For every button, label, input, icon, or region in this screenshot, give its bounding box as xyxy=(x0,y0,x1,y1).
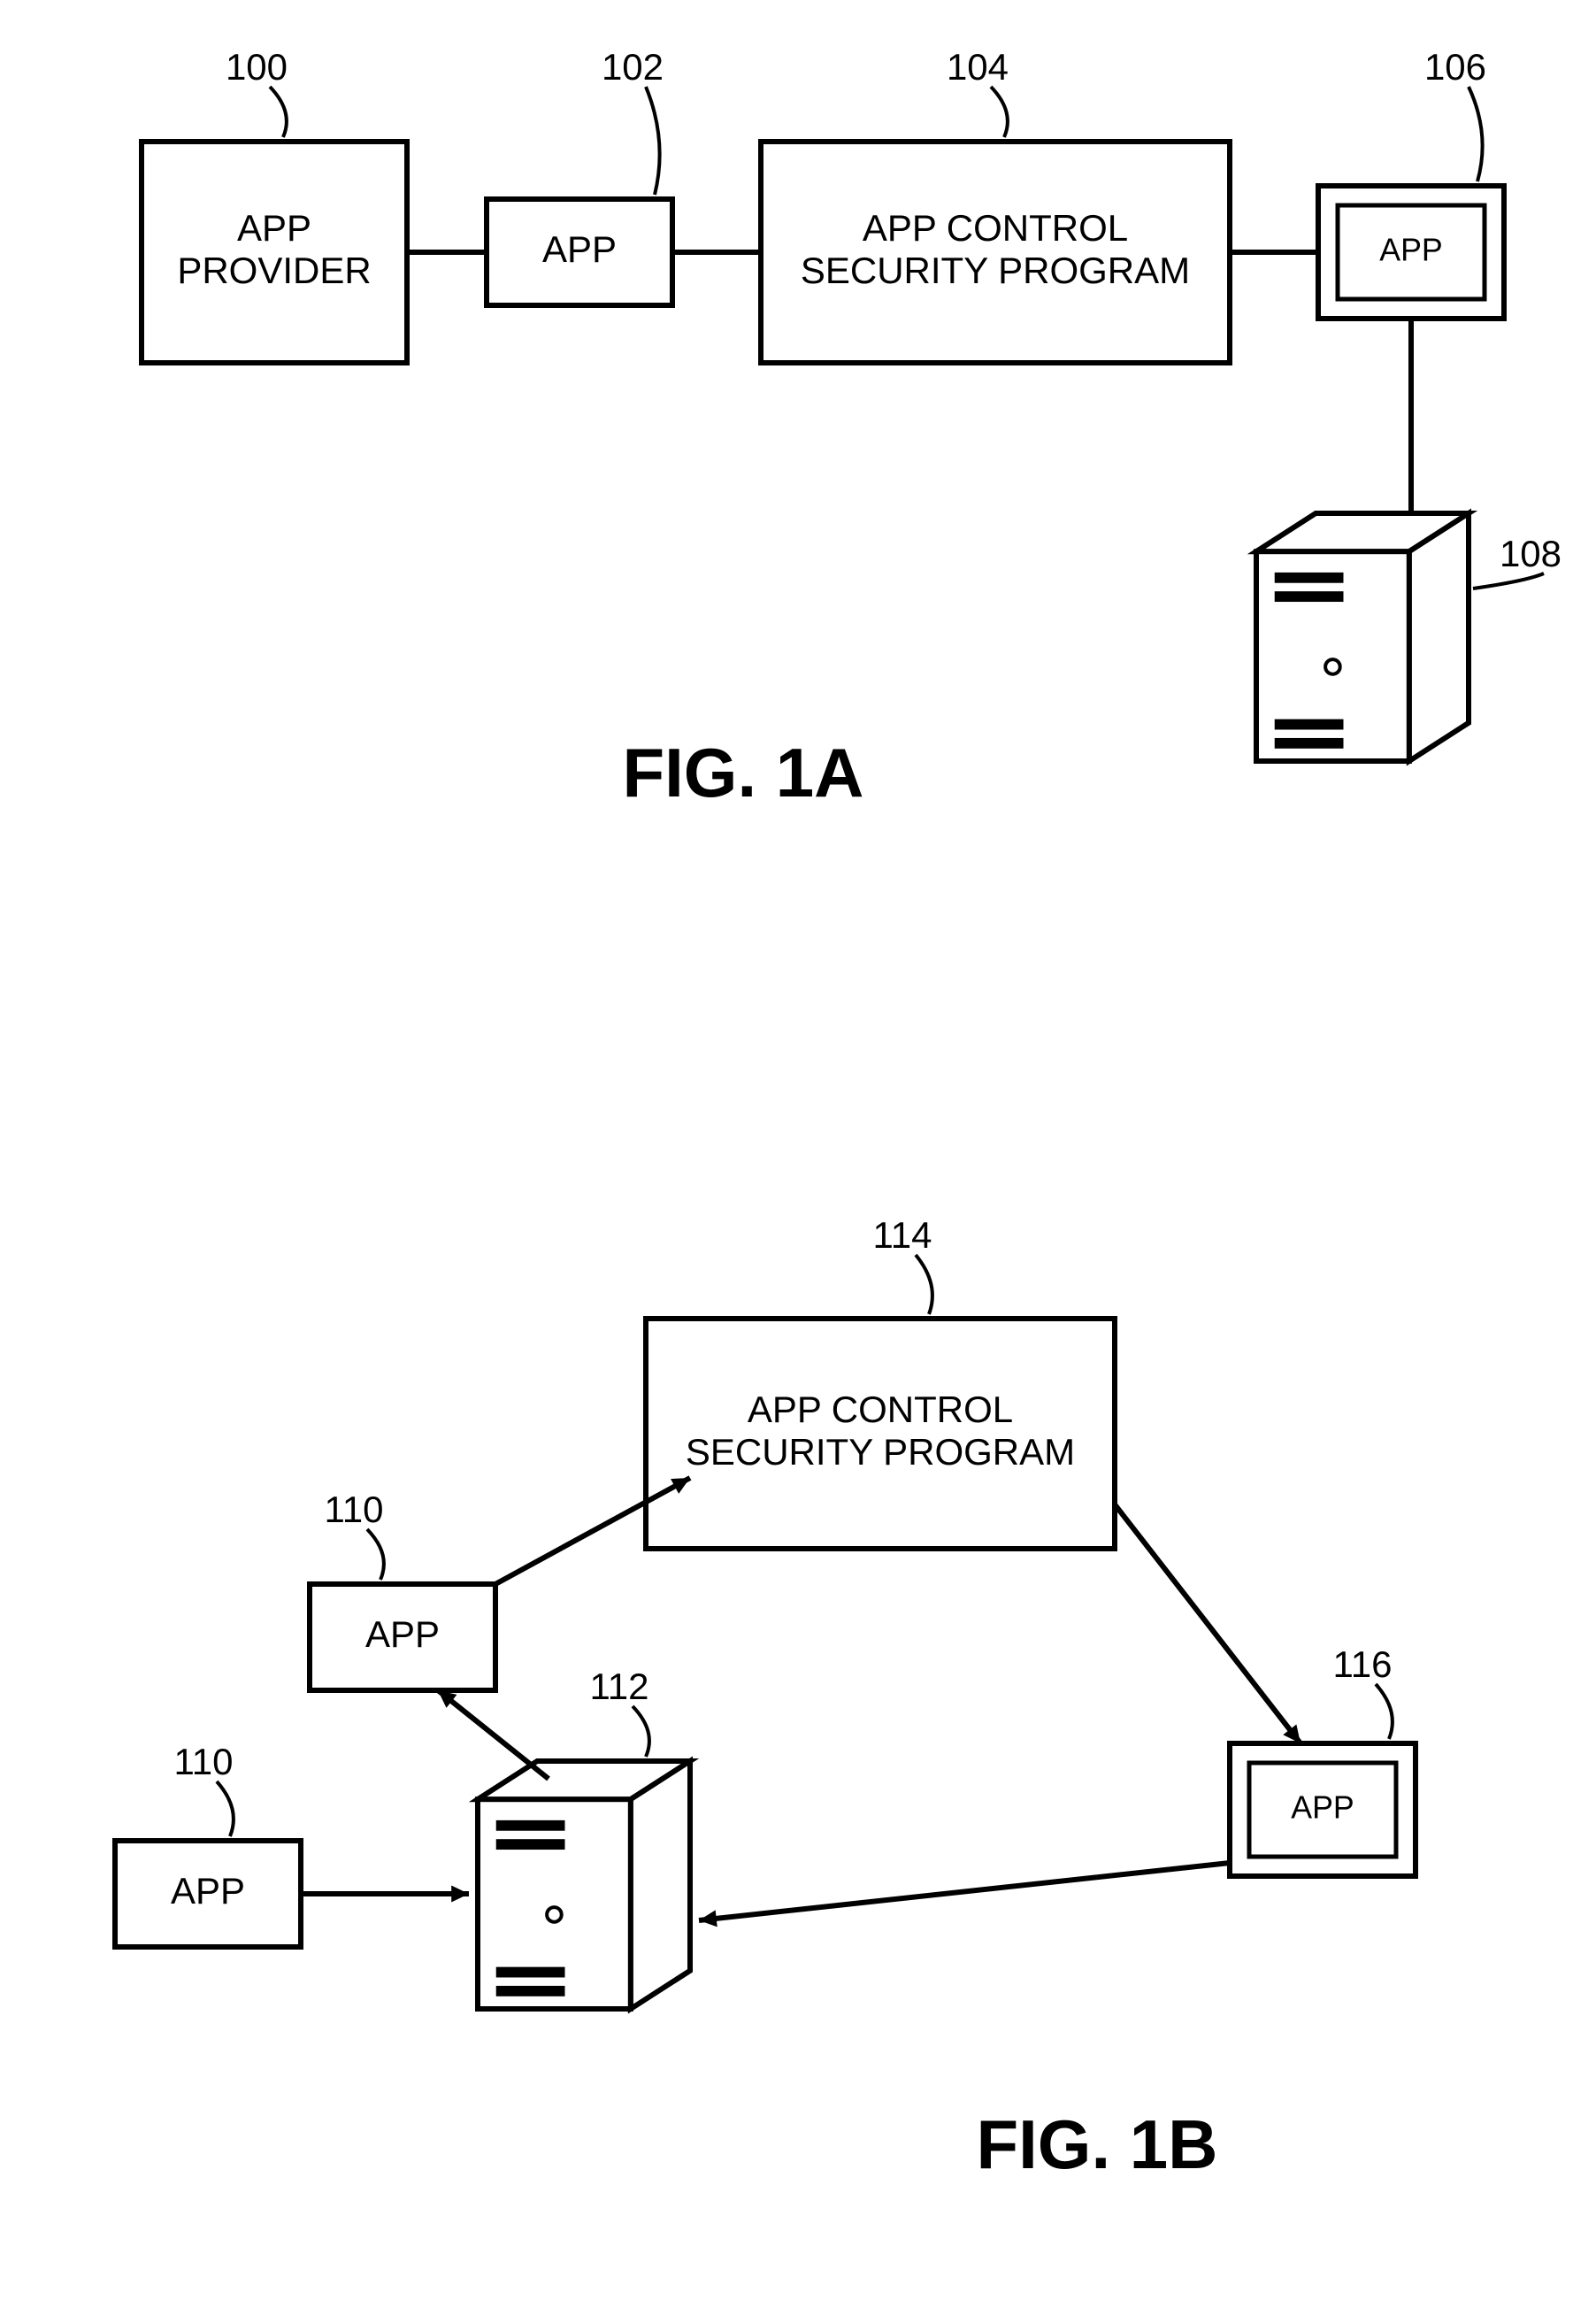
app-box-lower-label: APP xyxy=(171,1870,245,1912)
app-control-box-label: SECURITY PROGRAM xyxy=(801,250,1190,291)
reference-number: 108 xyxy=(1500,533,1561,574)
reference-number: 116 xyxy=(1333,1643,1393,1685)
app-control-box-label: APP CONTROL xyxy=(863,207,1128,249)
app-box-label: APP xyxy=(542,228,617,270)
connector xyxy=(1115,1504,1301,1743)
reference-number: 102 xyxy=(602,46,664,88)
reference-number: 112 xyxy=(590,1666,649,1707)
app-control-box-b-label: APP CONTROL xyxy=(748,1389,1013,1430)
reference-number: 110 xyxy=(174,1741,234,1782)
reference-number: 114 xyxy=(873,1214,932,1256)
arrow-head-icon xyxy=(451,1885,469,1902)
device-box-label: APP xyxy=(1379,232,1442,267)
reference-number: 110 xyxy=(325,1489,384,1530)
app-provider-box-label: PROVIDER xyxy=(177,250,371,291)
connector xyxy=(699,1863,1230,1920)
figure-title: FIG. 1B xyxy=(976,2105,1217,2183)
reference-number: 100 xyxy=(226,46,288,88)
app-control-box-b-label: SECURITY PROGRAM xyxy=(686,1431,1075,1473)
reference-number: 104 xyxy=(947,46,1009,88)
device-box-b-label: APP xyxy=(1291,1789,1354,1825)
reference-number: 106 xyxy=(1424,46,1486,88)
server-icon-b xyxy=(478,1761,690,2009)
connector xyxy=(438,1690,549,1779)
figure-title: FIG. 1A xyxy=(622,734,863,812)
app-provider-box-label: APP xyxy=(237,207,311,249)
app-box-upper-label: APP xyxy=(365,1613,440,1655)
server-icon xyxy=(1256,513,1469,761)
